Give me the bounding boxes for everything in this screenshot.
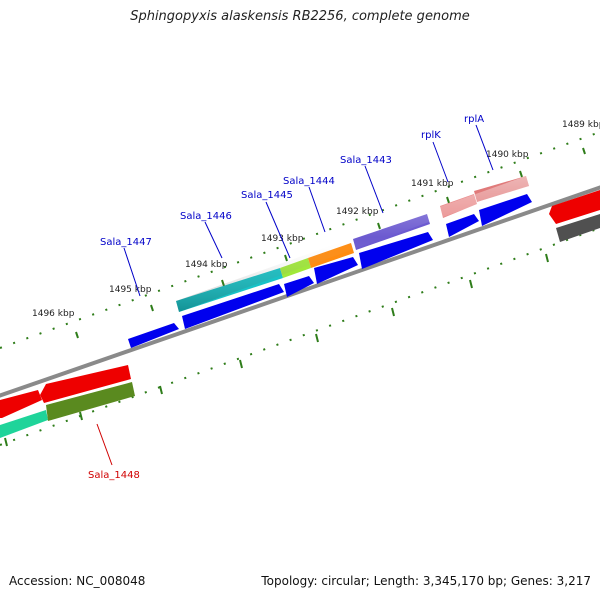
cds-arrow-reverse[interactable]	[0, 390, 42, 418]
cds-arrow[interactable]	[446, 214, 479, 237]
major-tick	[79, 411, 83, 421]
major-tick	[446, 196, 450, 204]
major-tick	[159, 385, 163, 395]
label-connector	[475, 124, 494, 171]
scale-label: 1489 kbp	[562, 120, 600, 130]
major-tick	[582, 147, 586, 155]
gene-label[interactable]: Sala_1448	[88, 470, 140, 481]
label-connector	[265, 201, 291, 259]
major-tick	[391, 307, 395, 317]
cds-arrow[interactable]	[359, 232, 433, 269]
label-connector	[123, 247, 141, 297]
feature-lower-teal[interactable]	[0, 410, 48, 438]
cds-arrow[interactable]	[284, 276, 314, 297]
cds-arrow[interactable]	[479, 194, 532, 226]
upper-track-shading	[176, 176, 529, 312]
scale-label: 1495 kbp	[109, 285, 152, 295]
cds-arrow[interactable]	[128, 323, 179, 348]
major-tick	[545, 253, 549, 263]
genome-backbone	[0, 185, 600, 398]
genome-summary: Topology: circular; Length: 3,345,170 bp…	[261, 574, 591, 588]
scale-label: 1496 kbp	[32, 309, 75, 319]
gene-label[interactable]: Sala_1447	[100, 237, 152, 248]
scale-label: 1491 kbp	[411, 179, 454, 189]
major-tick	[377, 222, 381, 230]
major-tick	[75, 331, 79, 339]
map-title: Sphingopyxis alaskensis RB2256, complete…	[130, 9, 470, 24]
major-tick	[315, 333, 319, 343]
major-tick	[469, 279, 473, 289]
major-tick	[239, 359, 243, 369]
accession-text: Accession: NC_008048	[9, 574, 146, 588]
gene-label[interactable]: Sala_1444	[283, 176, 335, 187]
label-connector	[364, 165, 384, 214]
major-tick	[150, 304, 154, 312]
lower-feature-track	[0, 214, 600, 438]
scale-label: 1494 kbp	[185, 260, 228, 270]
major-tick	[284, 254, 288, 262]
label-connector	[308, 186, 326, 233]
label-connector	[96, 423, 113, 466]
gene-label[interactable]: Sala_1445	[241, 190, 293, 201]
feature-sala-1448[interactable]	[46, 382, 135, 421]
scale-label: 1490 kbp	[486, 150, 529, 160]
gene-label[interactable]: Sala_1446	[180, 211, 232, 222]
gene-label[interactable]: Sala_1443	[340, 155, 392, 166]
cds-arrow[interactable]	[182, 284, 284, 329]
label-connector	[204, 221, 223, 259]
gene-label[interactable]: rplK	[421, 130, 441, 141]
cds-arrow[interactable]	[314, 257, 358, 284]
upper-feature-track	[176, 176, 529, 312]
label-connector	[432, 141, 449, 183]
cds-arrow-reverse[interactable]	[549, 190, 600, 224]
gene-label[interactable]: rplA	[464, 114, 484, 125]
major-tick	[4, 437, 8, 447]
scale-label: 1492 kbp	[336, 207, 379, 217]
cds-arrow-reverse[interactable]	[40, 365, 131, 403]
major-tick	[519, 170, 523, 178]
feature-lower-gray[interactable]	[556, 214, 600, 242]
